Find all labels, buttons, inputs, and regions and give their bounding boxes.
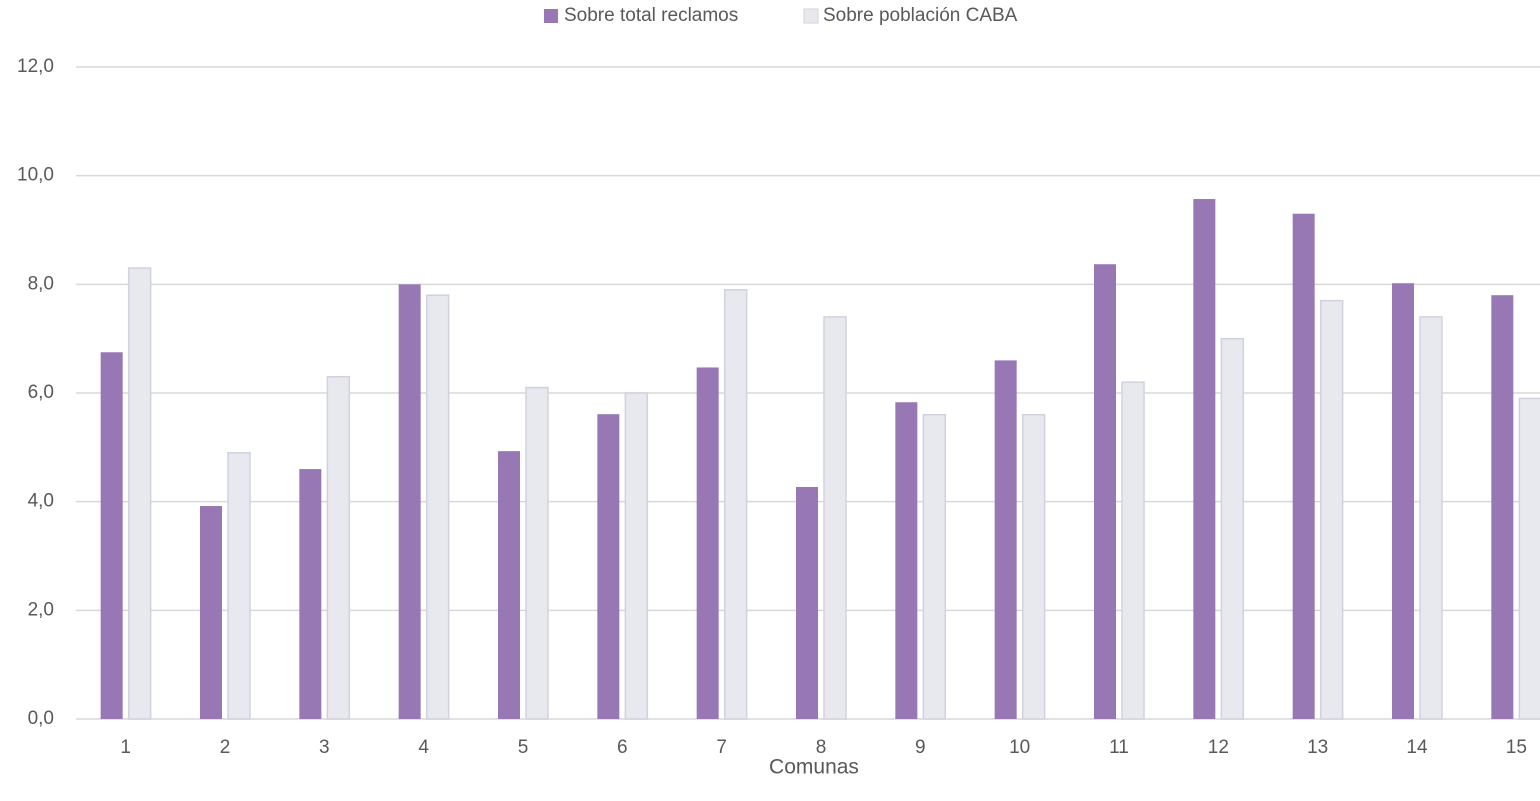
x-tick-label: 13 xyxy=(1307,737,1328,758)
bar-series-2-comuna-15 xyxy=(1518,397,1540,720)
x-tick-label: 8 xyxy=(816,737,827,758)
bar-series-2-comuna-11 xyxy=(1121,381,1145,720)
bar-series-1-comuna-6 xyxy=(597,414,620,719)
y-tick-label: 10,0 xyxy=(17,165,54,186)
x-tick-label: 14 xyxy=(1406,737,1428,758)
bar-series-1-comuna-8 xyxy=(796,486,818,719)
x-tick-label: 3 xyxy=(319,737,330,758)
legend-label-series-1: Sobre total reclamos xyxy=(564,5,738,26)
x-tick-label: 9 xyxy=(915,737,926,758)
bar-series-2-comuna-12 xyxy=(1220,337,1245,720)
bar-series-2-comuna-14 xyxy=(1419,316,1443,720)
bar-series-1-comuna-10 xyxy=(994,360,1017,719)
y-tick-label: 8,0 xyxy=(28,273,54,294)
legend-item-series-2: Sobre población CABA xyxy=(803,5,1018,26)
bar-series-1-comuna-15 xyxy=(1491,295,1514,719)
bar-series-2-comuna-7 xyxy=(723,289,748,720)
bar-series-1-comuna-3 xyxy=(299,469,322,719)
x-tick-label: 15 xyxy=(1506,737,1527,758)
bar-series-2-comuna-6 xyxy=(624,392,649,720)
bar-series-1-comuna-1 xyxy=(100,352,123,719)
x-tick-label: 2 xyxy=(220,737,231,758)
bar-series-1-comuna-12 xyxy=(1193,199,1216,719)
x-tick-label: 11 xyxy=(1109,737,1129,758)
bar-series-2-comuna-5 xyxy=(525,386,549,720)
bar-series-2-comuna-9 xyxy=(922,413,947,720)
x-tick-label: 4 xyxy=(418,737,429,758)
x-tick-label: 5 xyxy=(518,737,529,758)
legend-label-series-2: Sobre población CABA xyxy=(823,5,1018,26)
legend-swatch-series-1 xyxy=(544,9,558,23)
bar-series-1-comuna-4 xyxy=(398,284,421,719)
bar-series-1-comuna-5 xyxy=(498,451,520,719)
bar-series-2-comuna-3 xyxy=(326,375,351,720)
x-tick-label: 1 xyxy=(120,737,131,758)
x-tick-label: 10 xyxy=(1009,737,1030,758)
bar-series-1-comuna-14 xyxy=(1392,283,1414,719)
legend: Sobre total reclamos Sobre población CAB… xyxy=(544,5,1018,26)
y-tick-label: 12,0 xyxy=(17,56,54,77)
bar-series-2-comuna-8 xyxy=(823,316,847,720)
x-axis-title: Comunas xyxy=(769,756,859,779)
bar-series-2-comuna-13 xyxy=(1319,299,1344,720)
y-axis-tick-labels: 0,0 2,0 4,0 6,0 8,0 10,0 12,0 xyxy=(17,56,54,729)
bars xyxy=(100,199,1540,720)
bar-series-1-comuna-13 xyxy=(1292,213,1315,719)
bar-series-1-comuna-9 xyxy=(895,402,918,719)
x-tick-label: 12 xyxy=(1208,737,1229,758)
y-tick-label: 4,0 xyxy=(28,491,54,512)
bar-series-1-comuna-7 xyxy=(696,367,719,719)
y-tick-label: 2,0 xyxy=(28,599,54,620)
bar-series-2-comuna-2 xyxy=(227,452,251,720)
y-tick-label: 0,0 xyxy=(28,708,54,729)
bar-series-2-comuna-1 xyxy=(127,267,152,720)
bar-series-2-comuna-10 xyxy=(1021,413,1046,720)
x-tick-label: 6 xyxy=(617,737,628,758)
legend-swatch-series-2 xyxy=(803,8,819,24)
bar-series-2-comuna-4 xyxy=(425,294,450,720)
bar-series-1-comuna-11 xyxy=(1094,264,1116,719)
bar-series-1-comuna-2 xyxy=(200,506,222,719)
y-tick-label: 6,0 xyxy=(28,382,54,403)
legend-item-series-1: Sobre total reclamos xyxy=(544,5,738,26)
x-tick-label: 7 xyxy=(716,737,727,758)
x-axis-tick-labels: 1 2 3 4 5 6 7 8 9 10 11 12 13 14 15 xyxy=(120,737,1527,758)
